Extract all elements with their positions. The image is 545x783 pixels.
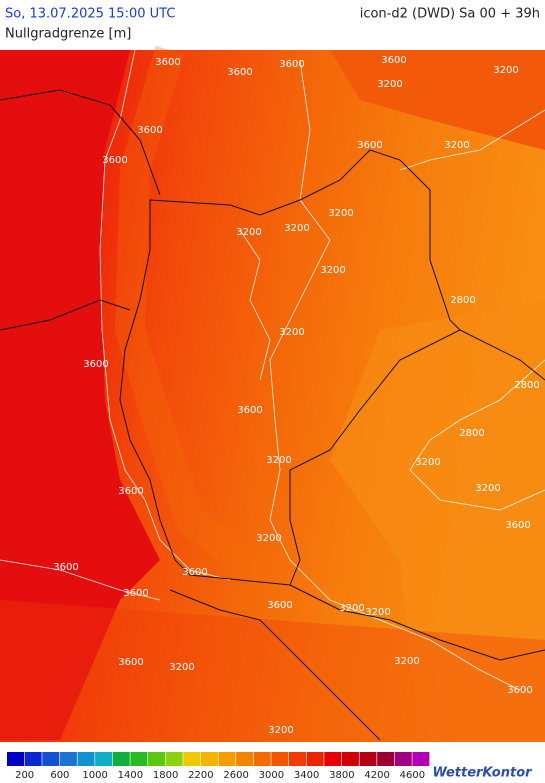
contour-label: 3200 xyxy=(279,327,304,338)
legend-label: 2200 xyxy=(188,770,213,781)
legend-swatch xyxy=(377,752,395,766)
logo: WetterKontor xyxy=(432,766,533,781)
legend-swatch xyxy=(24,752,42,766)
legend-swatch xyxy=(7,752,25,766)
legend-label: 4200 xyxy=(364,770,389,781)
contour-label: 3600 xyxy=(505,520,530,531)
legend-label: 3800 xyxy=(329,770,354,781)
contour-label: 3200 xyxy=(377,79,402,90)
legend-swatch xyxy=(112,752,130,766)
model-run: icon-d2 (DWD) Sa 00 + 39h xyxy=(360,7,540,22)
contour-label: 2800 xyxy=(514,380,539,391)
contour-label: 3600 xyxy=(237,405,262,416)
legend-swatch xyxy=(306,752,324,766)
contour-label: 3200 xyxy=(266,455,291,466)
contour-label: 3200 xyxy=(444,140,469,151)
contour-label: 3600 xyxy=(102,155,127,166)
legend-swatch xyxy=(42,752,60,766)
legend-label: 3400 xyxy=(294,770,319,781)
legend-swatch xyxy=(341,752,359,766)
datetime: So, 13.07.2025 15:00 UTC xyxy=(5,7,175,22)
contour-label: 3200 xyxy=(475,483,500,494)
contour-label: 3200 xyxy=(394,656,419,667)
legend-label: 4600 xyxy=(400,770,425,781)
contour-label: 3200 xyxy=(169,662,194,673)
legend-swatch xyxy=(218,752,236,766)
contour-label: 3600 xyxy=(53,562,78,573)
legend-label: 1800 xyxy=(153,770,178,781)
contour-label: 3200 xyxy=(493,65,518,76)
contour-label: 3600 xyxy=(182,567,207,578)
legend-label: 600 xyxy=(50,770,69,781)
legend-swatch xyxy=(59,752,77,766)
legend-swatch xyxy=(289,752,307,766)
contour-label: 3600 xyxy=(507,685,532,696)
legend-swatch xyxy=(200,752,218,766)
contour-label: 3600 xyxy=(381,55,406,66)
contour-label: 3200 xyxy=(268,725,293,736)
parameter: Nullgradgrenze [m] xyxy=(5,27,131,42)
contour-label: 2800 xyxy=(450,295,475,306)
contour-label: 3200 xyxy=(365,607,390,618)
contour-label: 3200 xyxy=(256,533,281,544)
contour-label: 3600 xyxy=(118,486,143,497)
contour-label: 2800 xyxy=(459,428,484,439)
borders xyxy=(0,89,545,741)
legend-label: 1400 xyxy=(118,770,143,781)
contour-label: 3600 xyxy=(155,57,180,68)
contour-label: 3200 xyxy=(320,265,345,276)
legend-swatch xyxy=(412,752,430,766)
legend-swatch xyxy=(271,752,289,766)
legend-swatch xyxy=(165,752,183,766)
legend-swatch xyxy=(394,752,412,766)
contour-lines xyxy=(0,49,545,691)
legend-swatch xyxy=(148,752,166,766)
legend-swatch xyxy=(359,752,377,766)
legend-swatch xyxy=(236,752,254,766)
legend-swatch xyxy=(253,752,271,766)
legend-swatch xyxy=(95,752,113,766)
legend-swatch xyxy=(183,752,201,766)
contour-label: 3600 xyxy=(357,140,382,151)
contour-label: 3200 xyxy=(339,603,364,614)
legend-swatch xyxy=(77,752,95,766)
legend-label: 3000 xyxy=(259,770,284,781)
contour-label: 3600 xyxy=(123,588,148,599)
contour-label: 3200 xyxy=(415,457,440,468)
legend: 200 600 1000 1400 1800 2200 2600 3000 3400 3800 42… xyxy=(7,752,430,781)
legend-label: 1000 xyxy=(82,770,107,781)
legend-swatch xyxy=(130,752,148,766)
legend-label: 200 xyxy=(15,770,34,781)
contour-label: 3600 xyxy=(227,67,252,78)
contour-label: 3600 xyxy=(137,125,162,136)
contour-label: 3600 xyxy=(279,59,304,70)
contour-label: 3600 xyxy=(267,600,292,611)
contour-label: 3600 xyxy=(83,359,108,370)
contour-label: 3600 xyxy=(118,657,143,668)
legend-swatch xyxy=(324,752,342,766)
legend-label: 2600 xyxy=(223,770,248,781)
contour-label: 3200 xyxy=(328,208,353,219)
contour-label: 3200 xyxy=(236,227,261,238)
contour-label: 3200 xyxy=(284,223,309,234)
